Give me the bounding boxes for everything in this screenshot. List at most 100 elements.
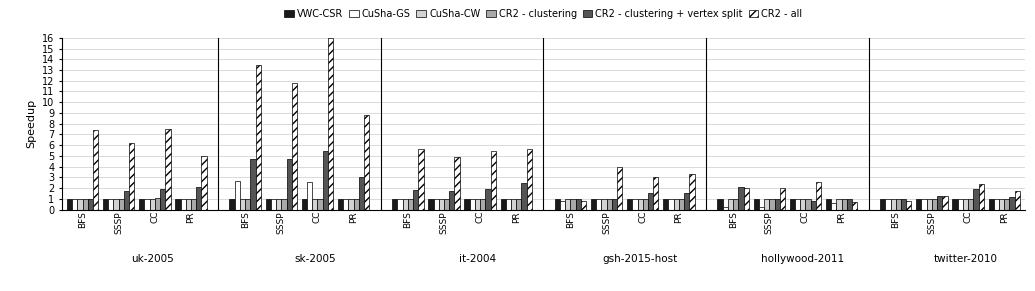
Bar (728, 199, 733, 210)
Bar (764, 199, 769, 210)
Bar (632, 199, 638, 210)
Bar (921, 199, 926, 210)
Bar (836, 199, 841, 210)
Bar (565, 199, 570, 210)
Bar (1014, 191, 1019, 210)
Bar (434, 199, 439, 210)
Bar (826, 199, 831, 210)
Bar (943, 196, 948, 210)
Bar (907, 201, 912, 210)
Bar (155, 198, 160, 210)
Bar (560, 201, 565, 210)
Bar (689, 174, 694, 210)
Bar (397, 199, 403, 210)
Bar (349, 199, 354, 210)
Bar (968, 199, 973, 210)
Bar (973, 189, 978, 210)
Bar (653, 177, 658, 210)
Bar (779, 188, 785, 210)
Bar (516, 199, 522, 210)
Bar (627, 199, 632, 210)
Bar (937, 196, 943, 210)
Bar (847, 199, 852, 210)
Legend: VWC-CSR, CuSha-GS, CuSha-CW, CR2 - clustering, CR2 - clustering + vertex split, : VWC-CSR, CuSha-GS, CuSha-CW, CR2 - clust… (280, 5, 806, 23)
Bar (957, 199, 963, 210)
Bar (679, 199, 684, 210)
Bar (256, 65, 261, 210)
Bar (413, 190, 418, 210)
Bar (1004, 199, 1009, 210)
Bar (570, 199, 575, 210)
Bar (470, 199, 475, 210)
Bar (669, 199, 674, 210)
Bar (1009, 197, 1014, 210)
Bar (191, 199, 197, 210)
Bar (444, 199, 449, 210)
Bar (124, 191, 129, 210)
Bar (952, 199, 957, 210)
Bar (475, 199, 480, 210)
Text: gsh-2015-host: gsh-2015-host (602, 254, 678, 264)
Bar (684, 194, 689, 210)
Bar (354, 199, 359, 210)
Bar (790, 199, 795, 210)
Bar (831, 203, 836, 210)
Bar (166, 129, 171, 210)
Bar (501, 199, 506, 210)
Bar (230, 199, 235, 210)
Bar (810, 201, 816, 210)
Bar (88, 199, 93, 210)
Bar (240, 199, 245, 210)
Bar (282, 199, 287, 210)
Bar (601, 199, 607, 210)
Bar (527, 150, 532, 210)
Bar (271, 199, 276, 210)
Bar (581, 201, 586, 210)
Bar (313, 199, 318, 210)
Bar (408, 199, 413, 210)
Bar (663, 199, 669, 210)
Bar (185, 199, 191, 210)
Bar (800, 199, 805, 210)
Bar (648, 194, 653, 210)
Bar (932, 199, 937, 210)
Bar (506, 199, 511, 210)
Bar (67, 199, 72, 210)
Text: sk-2005: sk-2005 (294, 254, 336, 264)
Bar (978, 184, 983, 210)
Y-axis label: Speedup: Speedup (27, 99, 36, 148)
Bar (109, 199, 114, 210)
Bar (841, 199, 847, 210)
Bar (439, 199, 444, 210)
Bar (175, 199, 180, 210)
Bar (617, 166, 622, 210)
Bar (292, 83, 297, 210)
Bar (119, 199, 124, 210)
Bar (307, 182, 313, 210)
Bar (338, 199, 344, 210)
Bar (160, 189, 166, 210)
Bar (733, 199, 738, 210)
Bar (901, 199, 907, 210)
Bar (555, 199, 560, 210)
Bar (743, 188, 748, 210)
Bar (988, 199, 994, 210)
Bar (323, 150, 328, 210)
Bar (245, 199, 250, 210)
Bar (449, 191, 454, 210)
Bar (276, 199, 282, 210)
Bar (302, 199, 307, 210)
Bar (72, 199, 78, 210)
Bar (753, 199, 759, 210)
Bar (591, 199, 596, 210)
Bar (612, 199, 617, 210)
Bar (717, 199, 722, 210)
Bar (999, 199, 1004, 210)
Bar (607, 199, 612, 210)
Bar (895, 199, 901, 210)
Bar (344, 199, 349, 210)
Bar (266, 199, 271, 210)
Bar (465, 199, 470, 210)
Bar (150, 199, 155, 210)
Bar (392, 199, 397, 210)
